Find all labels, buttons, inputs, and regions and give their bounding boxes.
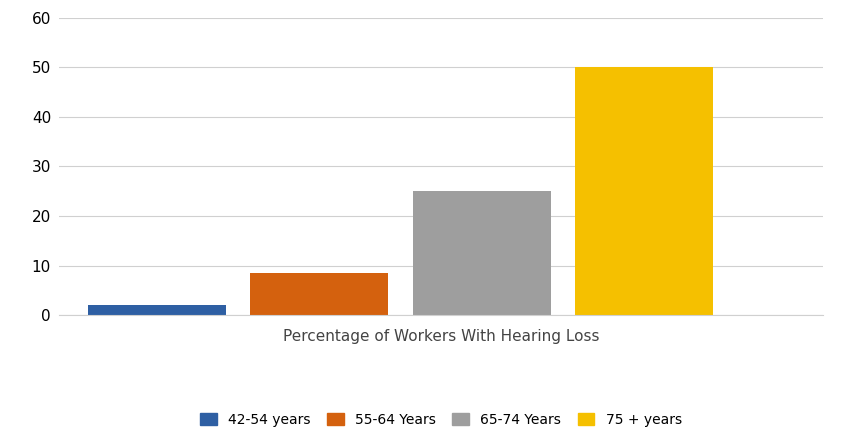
Bar (250, 273, 388, 315)
Bar (575, 67, 713, 315)
Bar (412, 191, 550, 315)
Legend: 42-54 years, 55-64 Years, 65-74 Years, 75 + years: 42-54 years, 55-64 Years, 65-74 Years, 7… (193, 406, 689, 434)
Bar (88, 305, 226, 315)
X-axis label: Percentage of Workers With Hearing Loss: Percentage of Workers With Hearing Loss (282, 329, 600, 344)
